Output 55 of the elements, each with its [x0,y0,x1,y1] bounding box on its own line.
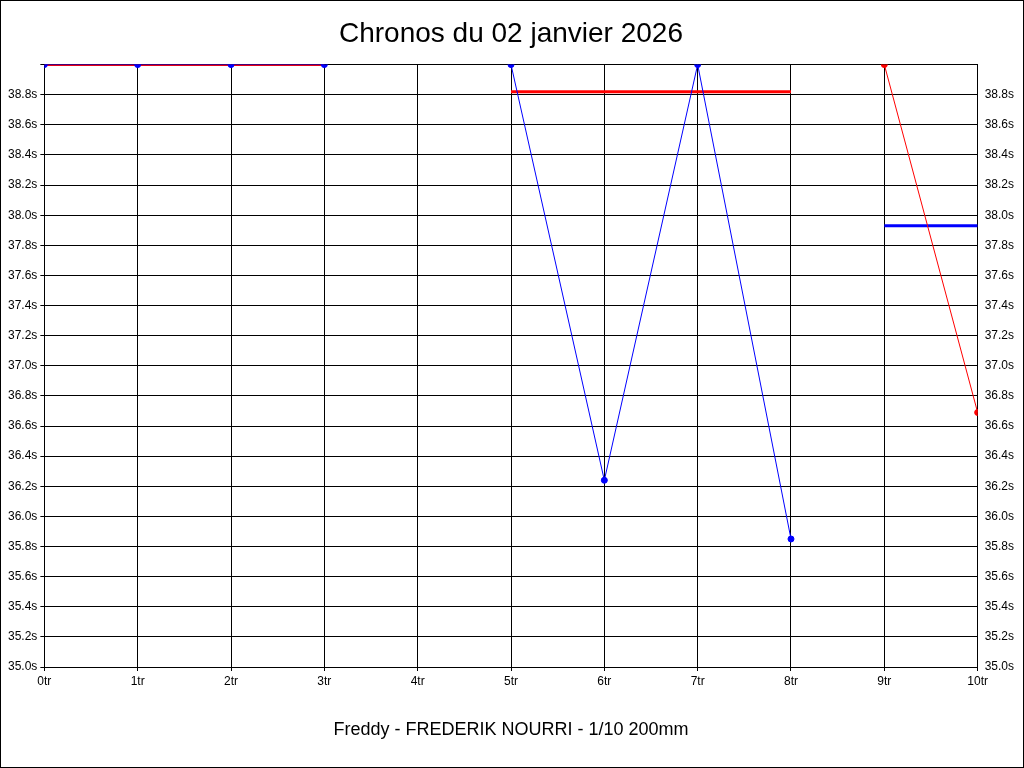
y2-tick-label: 37.2s [984,327,1014,342]
y-tick-label: 36.0s [8,508,38,523]
y-tick-label: 35.0s [8,659,38,674]
y2-tick-label: 35.0s [984,659,1014,674]
y-tick-label: 37.0s [8,358,38,373]
y2-tick-label: 38.4s [984,147,1014,162]
y-tick-label: 37.6s [8,267,38,282]
x-tick-label: 8tr [783,673,798,688]
x-tick-label: 1tr [130,673,145,688]
y-tick-label: 38.2s [8,177,38,192]
y-tick-label: 36.4s [8,448,38,463]
chart-title: Chronos du 02 janvier 2026 [338,16,684,48]
y2-tick-label: 36.2s [984,478,1014,493]
x-tick-label: 5tr [503,673,519,688]
x-axis-title: Freddy - FREDERIK NOURRI - 1/10 200mm [333,719,689,740]
y2-tick-label: 37.0s [984,358,1014,373]
y-tick-label: 36.8s [8,388,38,403]
y-tick-label: 35.8s [8,538,38,553]
point [787,535,795,543]
y-tick-label: 37.4s [8,297,38,312]
y2-tick-label: 38.0s [984,207,1014,222]
y-tick-label: 35.6s [8,568,38,583]
y-tick-label: 36.2s [8,478,38,493]
y2-tick-label: 35.2s [984,629,1014,644]
y2-tick-label: 35.4s [984,599,1014,614]
y-tick-label: 38.8s [8,87,38,102]
y2-tick-label: 37.4s [984,297,1014,312]
y-tick-label: 38.0s [8,207,38,222]
y2-tick-label: 37.6s [984,267,1014,282]
point [600,476,608,484]
x-tick-label: 0tr [37,673,52,688]
y2-tick-label: 38.6s [984,117,1014,132]
y2-tick-label: 36.8s [984,388,1014,403]
x-tick-label: 7tr [690,673,705,688]
x-tick-label: 10tr [967,673,988,688]
x-tick-label: 3tr [317,673,332,688]
y2-tick-label: 36.6s [984,418,1014,433]
y-tick-label: 38.6s [8,117,38,132]
y-tick-label: 38.4s [8,147,38,162]
y-tick-label: 37.8s [8,237,38,252]
y2-tick-label: 35.6s [984,568,1014,583]
y2-tick-label: 35.8s [984,538,1014,553]
y-tick-label: 37.2s [8,327,38,342]
y2-tick-label: 38.8s [984,87,1014,102]
x-tick-label: 6tr [597,673,612,688]
y-tick-label: 35.2s [8,629,38,644]
y-tick-label: 36.6s [8,418,38,433]
y2-tick-label: 38.2s [984,177,1014,192]
y-tick-label: 35.4s [8,599,38,614]
x-tick-label: 2tr [224,673,239,688]
x-tick-label: 9tr [877,673,892,688]
y2-tick-label: 36.4s [984,448,1014,463]
x-tick-label: 4tr [410,673,425,688]
y2-tick-label: 37.8s [984,237,1014,252]
y2-tick-label: 36.0s [984,508,1014,523]
